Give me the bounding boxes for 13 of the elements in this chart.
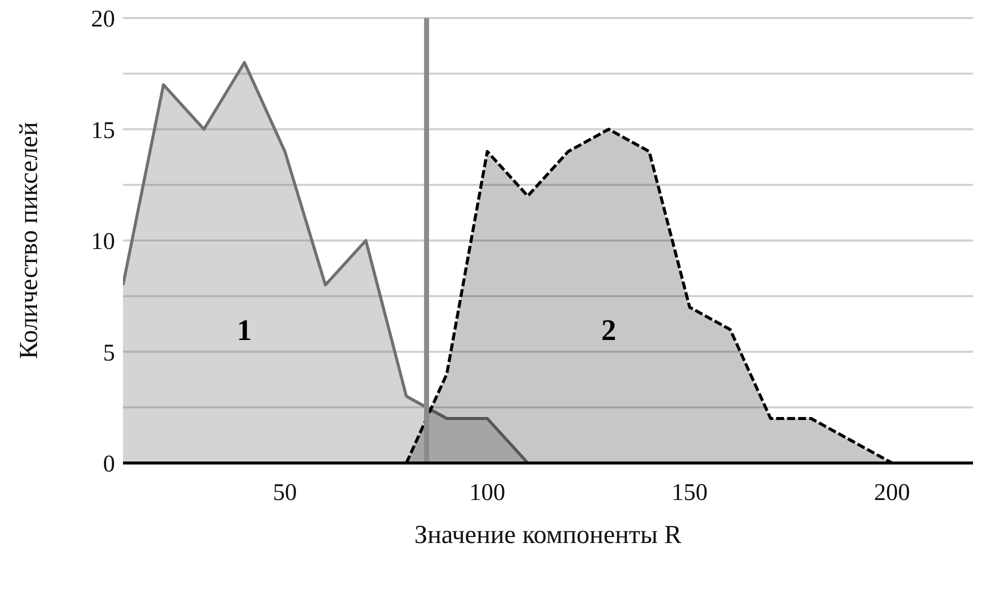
y-tick-label: 5 (103, 340, 115, 366)
y-tick-label: 0 (103, 452, 115, 478)
y-tick-label: 10 (91, 229, 115, 256)
y-tick-label: 20 (91, 6, 115, 33)
x-tick-label: 150 (672, 480, 708, 506)
x-tick-label: 200 (874, 480, 910, 506)
annotation: 1 (236, 314, 252, 348)
y-axis-title: Количество пикселей (14, 122, 44, 359)
y-tick-label: 15 (91, 118, 115, 144)
annotation: 2 (601, 314, 616, 348)
x-tick-label: 50 (272, 480, 297, 506)
x-tick-label: 100 (469, 480, 506, 506)
x-axis-title: Значение компоненты R (414, 520, 682, 549)
